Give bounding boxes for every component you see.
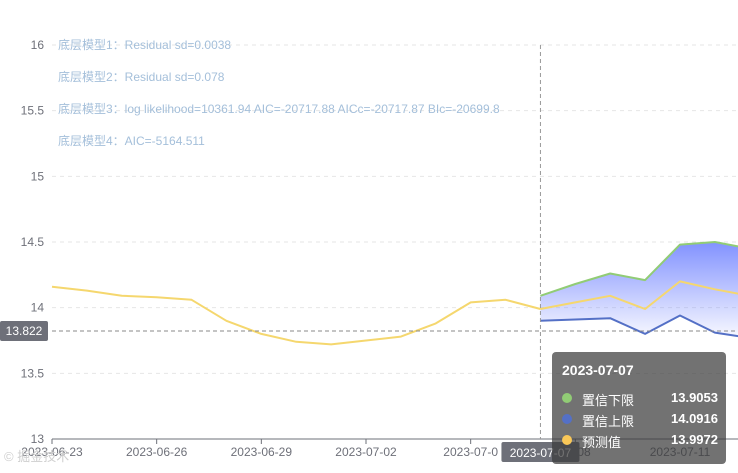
tooltip-label: 置信上限 [582, 414, 635, 429]
model-note-3: 底层模型3：log likelihood=10361.94 AIC=-20717… [58, 102, 500, 116]
forecast-line [540, 280, 738, 310]
series-dot-icon [562, 414, 572, 424]
reference-label-box [0, 321, 48, 342]
y-tick-label: 13.5 [21, 366, 45, 380]
model-note-4: 底层模型4：AIC=-5164.511 [58, 134, 205, 148]
y-tick-label: 14.5 [21, 235, 45, 249]
y-tick-label: 16 [31, 38, 45, 52]
reference-label: 13.822 [6, 324, 43, 338]
tooltip-value: 13.9053 [671, 390, 718, 405]
watermark: © 掘金技术 [4, 449, 70, 464]
series-dot-icon [562, 435, 572, 445]
confidence-band-area [540, 242, 738, 337]
data-tooltip: 2023-07-07 置信下限 13.9053 置信上限 14.0916 预测值… [552, 352, 726, 464]
y-tick-label: 14 [31, 301, 45, 315]
upper-bound-line [540, 314, 738, 338]
tooltip-value: 14.0916 [671, 411, 718, 426]
x-tick-label: 2023-07-02 [335, 445, 397, 459]
series-lines [51, 241, 738, 346]
x-tick-label: 2023-06-29 [231, 445, 293, 459]
tooltip-row-upper: 置信上限 14.0916 [562, 409, 718, 429]
tooltip-label: 置信下限 [582, 393, 635, 408]
x-tick-label: 2023-07-0 [443, 445, 498, 459]
tooltip-value: 13.9972 [671, 432, 718, 447]
actual-series-line [51, 285, 541, 346]
y-tick-label: 15 [31, 169, 45, 183]
tooltip-row-lower: 置信下限 13.9053 [562, 388, 718, 408]
series-dot-icon [562, 393, 572, 403]
tooltip-label: 预测值 [582, 435, 622, 450]
y-tick-label: 13 [31, 432, 45, 446]
tooltip-title: 2023-07-07 [562, 362, 634, 378]
lower-bound-line [540, 241, 738, 297]
confidence-band [540, 242, 738, 337]
x-tick-label: 2023-06-23 [21, 445, 83, 459]
tooltip-row-forecast: 预测值 13.9972 [562, 430, 718, 450]
model-note-1: 底层模型1：Residual sd=0.0038 [58, 38, 232, 52]
y-tick-label: 15.5 [21, 104, 45, 118]
model-note-2: 底层模型2：Residual sd=0.078 [58, 70, 225, 84]
x-tick-label: 2023-06-26 [126, 445, 188, 459]
